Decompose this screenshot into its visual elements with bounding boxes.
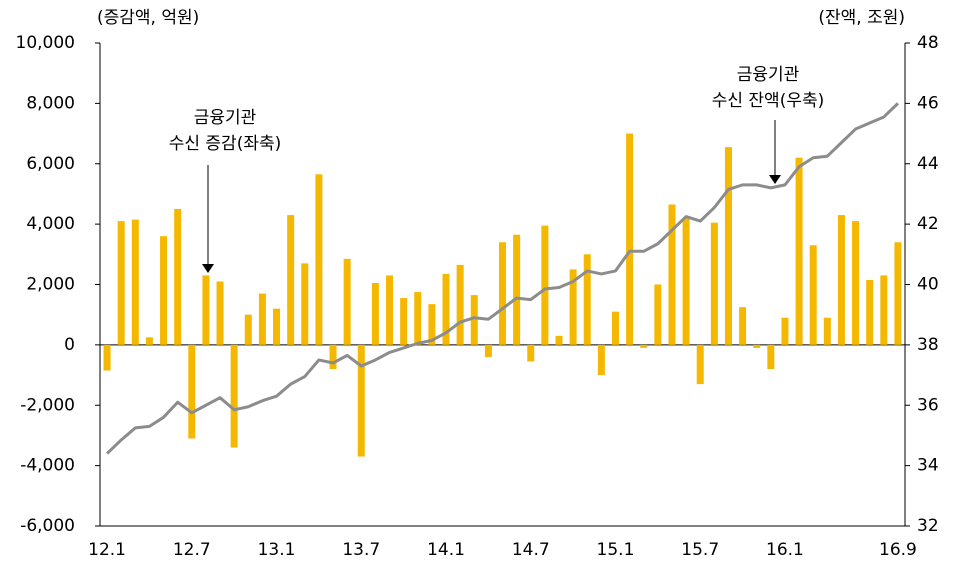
bar bbox=[456, 264, 464, 345]
bar bbox=[781, 317, 789, 345]
y2-tick-label: 34 bbox=[917, 456, 939, 476]
bar bbox=[767, 344, 775, 370]
bar bbox=[470, 295, 478, 345]
x-tick-label: 13.1 bbox=[258, 540, 296, 560]
bar bbox=[852, 221, 860, 345]
bar bbox=[386, 275, 394, 345]
annotation: 금융기관 bbox=[737, 65, 800, 85]
x-tick-label: 13.7 bbox=[342, 540, 380, 560]
annotation: 수신 증감(좌축) bbox=[169, 134, 282, 154]
y-axis-title: (증감액, 억원) bbox=[97, 8, 199, 28]
bar bbox=[414, 292, 422, 345]
bar bbox=[597, 344, 605, 376]
bar bbox=[216, 281, 224, 345]
y2-tick-label: 36 bbox=[917, 395, 939, 415]
bar bbox=[583, 254, 591, 345]
bar bbox=[202, 275, 210, 345]
bar bbox=[258, 293, 266, 345]
bar bbox=[626, 133, 634, 345]
x-tick-label: 14.1 bbox=[427, 540, 465, 560]
bar bbox=[499, 242, 506, 345]
y-tick-label: 0 bbox=[64, 335, 75, 355]
x-tick-label: 15.1 bbox=[597, 540, 635, 560]
bar bbox=[837, 215, 845, 345]
bar bbox=[611, 311, 619, 345]
bar bbox=[555, 335, 563, 345]
bar bbox=[273, 308, 281, 345]
annotation: 수신 잔액(우축) bbox=[712, 91, 825, 111]
bar bbox=[371, 282, 379, 345]
bar bbox=[174, 209, 182, 345]
bar bbox=[329, 344, 337, 370]
y2-tick-label: 46 bbox=[917, 93, 939, 113]
bar bbox=[145, 337, 153, 345]
y2-tick-label: 44 bbox=[917, 154, 939, 174]
x-tick-label: 12.1 bbox=[88, 540, 126, 560]
bar bbox=[880, 275, 888, 345]
bar bbox=[809, 245, 817, 345]
bar bbox=[569, 269, 577, 345]
bar bbox=[724, 147, 732, 345]
bar bbox=[513, 234, 521, 345]
y2-tick-label: 38 bbox=[917, 335, 939, 355]
line-series bbox=[106, 102, 899, 455]
bar bbox=[668, 204, 676, 345]
bar bbox=[710, 222, 718, 345]
bar bbox=[244, 314, 252, 345]
y2-tick-label: 48 bbox=[917, 33, 939, 53]
bar bbox=[103, 344, 111, 371]
bar bbox=[315, 174, 323, 345]
bar bbox=[541, 225, 549, 345]
bar bbox=[160, 236, 168, 345]
y2-tick-label: 32 bbox=[917, 516, 939, 536]
y2-tick-label: 42 bbox=[917, 214, 939, 234]
bar bbox=[357, 344, 365, 457]
bar bbox=[230, 344, 238, 448]
bar bbox=[753, 344, 761, 348]
x-tick-label: 16.9 bbox=[879, 540, 917, 560]
bar bbox=[640, 344, 648, 348]
y-tick-label: -2,000 bbox=[20, 395, 75, 415]
y-tick-label: -4,000 bbox=[20, 456, 75, 476]
bar bbox=[894, 242, 902, 345]
bar bbox=[823, 317, 831, 345]
bar bbox=[527, 344, 535, 362]
x-tick-label: 15.7 bbox=[681, 540, 719, 560]
bar bbox=[654, 284, 662, 345]
x-tick-label: 14.7 bbox=[512, 540, 550, 560]
bar bbox=[739, 307, 747, 345]
y-tick-label: 8,000 bbox=[26, 93, 75, 113]
bar bbox=[682, 218, 690, 345]
bar bbox=[696, 344, 704, 385]
y-tick-label: -6,000 bbox=[20, 516, 75, 536]
bar bbox=[866, 279, 874, 345]
bar bbox=[287, 215, 295, 345]
bar bbox=[442, 273, 450, 345]
bar bbox=[428, 304, 436, 345]
bar bbox=[400, 298, 408, 345]
annotation: 금융기관 bbox=[194, 108, 257, 128]
bar bbox=[117, 221, 125, 345]
bar bbox=[131, 219, 139, 345]
bar bbox=[188, 344, 196, 439]
bar bbox=[301, 263, 309, 345]
annotation-arrowhead bbox=[769, 175, 781, 184]
bar bbox=[795, 157, 803, 345]
y-tick-label: 6,000 bbox=[26, 154, 75, 174]
bar bbox=[484, 344, 492, 357]
y2-axis-title: (잔액, 조원) bbox=[818, 8, 905, 28]
y-tick-label: 2,000 bbox=[26, 275, 75, 295]
y2-tick-label: 40 bbox=[917, 275, 939, 295]
annotation-arrowhead bbox=[202, 264, 214, 273]
y-tick-label: 4,000 bbox=[26, 214, 75, 234]
bar bbox=[343, 258, 351, 345]
y-tick-label: 10,000 bbox=[16, 33, 75, 53]
x-tick-label: 16.1 bbox=[766, 540, 804, 560]
x-tick-label: 12.7 bbox=[173, 540, 211, 560]
